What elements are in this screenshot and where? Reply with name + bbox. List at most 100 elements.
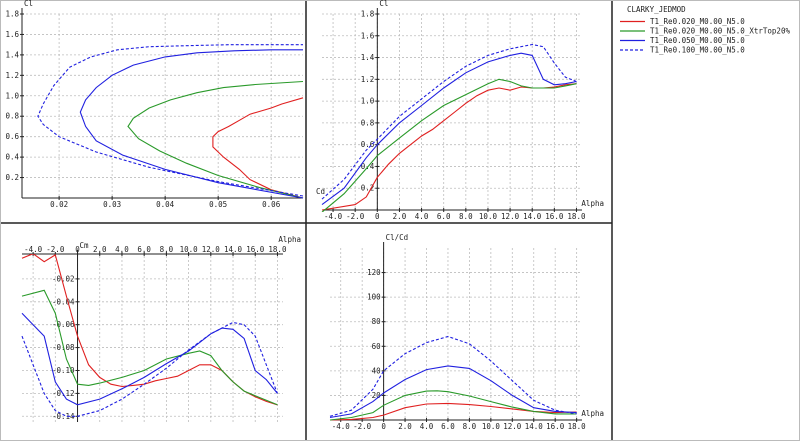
x-tick-label: 2.0 xyxy=(93,245,107,254)
x-tick-label: 6.0 xyxy=(437,212,451,221)
y-tick-label: -0.06 xyxy=(52,320,75,329)
x-tick-label: 0 xyxy=(381,422,386,431)
x-tick-label: -2.0 xyxy=(353,422,372,431)
series-line-3 xyxy=(329,335,577,417)
x-tick-label: 10.0 xyxy=(479,212,498,221)
series-line-2 xyxy=(79,49,304,199)
x-tick-label: 4.0 xyxy=(415,212,429,221)
series-line-3 xyxy=(21,321,278,417)
y-tick-label: 0.8 xyxy=(361,118,375,127)
chart-polar: 0.02 0.03 0.04 0.05 0.06 0.2 0.4 0.6 0.8 1.0 1.2 1.… xyxy=(5,0,325,209)
y-tick-label: 100 xyxy=(367,293,381,302)
y-tick-label: -0.14 xyxy=(52,412,75,421)
x-tick-label: 0 xyxy=(375,212,380,221)
x-tick-label: 12.0 xyxy=(202,245,221,254)
y-tick-label: 1.6 xyxy=(361,31,375,40)
chart-cl-alpha: -4.0 -2.0 0 2.0 4.0 6.0 8.0 10.0 12.0 14.0 16.0 18.… xyxy=(321,0,604,221)
x-tick-label: 10.0 xyxy=(482,422,501,431)
series-line-2 xyxy=(329,365,577,419)
x-tick-label: 12.0 xyxy=(501,212,520,221)
y-tick-label: 1.4 xyxy=(5,50,19,59)
x-tick-label: 16.0 xyxy=(545,212,564,221)
y-tick-label: -0.02 xyxy=(52,274,75,283)
x-tick-label: 10.0 xyxy=(180,245,199,254)
x-tick-label: 14.0 xyxy=(224,245,243,254)
x-axis-label: Alpha xyxy=(581,199,604,208)
x-tick-label: 6.0 xyxy=(137,245,151,254)
y-axis-label: Cl xyxy=(379,0,388,8)
y-tick-label: 0.2 xyxy=(5,173,19,182)
y-tick-label: 1.8 xyxy=(5,10,19,19)
x-tick-label: 0.03 xyxy=(103,200,121,209)
x-axis-label: Alpha xyxy=(278,235,301,244)
y-tick-label: 40 xyxy=(372,366,382,375)
x-tick-label: 0 xyxy=(75,245,80,254)
x-tick-label: -4.0 xyxy=(324,212,343,221)
x-tick-label: 18.0 xyxy=(567,212,586,221)
x-tick-label: 0.05 xyxy=(209,200,227,209)
x-axis-label: Cd xyxy=(316,187,325,196)
x-tick-label: 0.06 xyxy=(262,200,281,209)
x-tick-label: -4.0 xyxy=(332,422,351,431)
y-tick-label: 0.6 xyxy=(5,132,19,141)
series-line-3 xyxy=(37,44,304,197)
x-tick-label: 8.0 xyxy=(160,245,174,254)
y-tick-label: 0.8 xyxy=(5,112,19,121)
y-tick-label: 1.6 xyxy=(5,30,19,39)
x-tick-label: 8.0 xyxy=(463,422,477,431)
y-tick-label: 0.6 xyxy=(361,140,375,149)
legend-title: CLARKY_JEDMOD xyxy=(627,5,686,14)
y-tick-label: 60 xyxy=(372,342,382,351)
x-tick-label: -2.0 xyxy=(46,245,65,254)
y-tick-label: 1.0 xyxy=(5,91,19,100)
y-tick-label: 120 xyxy=(367,268,381,277)
y-tick-label: 20 xyxy=(372,391,382,400)
x-tick-label: 4.0 xyxy=(420,422,434,431)
x-tick-label: 18.0 xyxy=(268,245,287,254)
series-line-3 xyxy=(321,43,577,200)
y-axis-label: Cm xyxy=(80,241,90,250)
x-tick-label: 0.04 xyxy=(156,200,175,209)
x-tick-label: 8.0 xyxy=(459,212,473,221)
x-axis-label: Alpha xyxy=(581,409,604,418)
series-line-1 xyxy=(21,289,278,406)
legend-entry-label: T1_Re0.020_M0.00_N5.0 xyxy=(650,17,745,26)
legend-entry-label: T1_Re0.050_M0.00_N5.0 xyxy=(650,36,745,45)
legend-entry-label: T1_Re0.100_M0.00_N5.0 xyxy=(650,46,745,55)
series-line-2 xyxy=(21,312,278,406)
x-tick-label: 0.02 xyxy=(50,200,68,209)
y-axis-label: Cl/Cd xyxy=(386,233,409,242)
series-line-0 xyxy=(212,97,304,199)
y-tick-label: 0.4 xyxy=(5,153,19,162)
x-tick-label: 6.0 xyxy=(441,422,455,431)
y-tick-label: -0.04 xyxy=(52,297,75,306)
x-tick-label: 18.0 xyxy=(568,422,587,431)
series-line-1 xyxy=(321,78,577,212)
y-tick-label: 80 xyxy=(372,317,382,326)
series-line-2 xyxy=(321,52,577,206)
series-line-1 xyxy=(127,80,304,199)
series-line-1 xyxy=(329,390,577,421)
y-tick-label: 1.0 xyxy=(361,97,375,106)
x-tick-label: -4.0 xyxy=(24,245,43,254)
x-tick-label: 4.0 xyxy=(115,245,129,254)
y-tick-label: -0.10 xyxy=(52,366,75,375)
y-tick-label: 1.8 xyxy=(361,10,375,19)
x-tick-label: 16.0 xyxy=(546,422,565,431)
x-tick-label: 12.0 xyxy=(503,422,522,431)
x-tick-label: 16.0 xyxy=(246,245,265,254)
x-tick-label: 14.0 xyxy=(525,422,544,431)
y-tick-label: 1.2 xyxy=(361,75,375,84)
y-tick-label: 0.2 xyxy=(361,184,375,193)
x-tick-label: 14.0 xyxy=(523,212,542,221)
y-axis-label: Cl xyxy=(24,0,33,8)
legend-entry-label: T1_Re0.020_M0.00_N5.0_XtrTop20% xyxy=(650,27,790,36)
chart-cm-alpha: -4.0 -2.0 0 2.0 4.0 6.0 8.0 10.0 12.0 14.0 16.0 18.… xyxy=(21,235,301,422)
x-tick-label: 2.0 xyxy=(393,212,407,221)
x-tick-label: -2.0 xyxy=(346,212,365,221)
y-tick-label: 1.4 xyxy=(361,53,375,62)
x-tick-label: 2.0 xyxy=(398,422,412,431)
y-tick-label: 1.2 xyxy=(5,71,19,80)
chart-clcd-alpha: -4.0 -2.0 0 2.0 4.0 6.0 8.0 10.0 12.0 14.0 16.0 18.… xyxy=(329,233,604,431)
